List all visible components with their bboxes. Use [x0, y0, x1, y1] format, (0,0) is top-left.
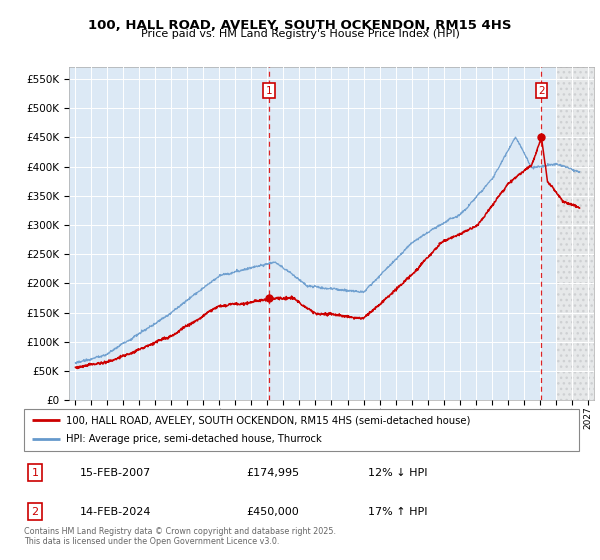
Text: 12% ↓ HPI: 12% ↓ HPI [368, 468, 428, 478]
Text: 1: 1 [32, 468, 38, 478]
Bar [556, 67, 594, 400]
Text: £450,000: £450,000 [246, 507, 299, 517]
Text: 2: 2 [32, 507, 38, 517]
Text: 100, HALL ROAD, AVELEY, SOUTH OCKENDON, RM15 4HS (semi-detached house): 100, HALL ROAD, AVELEY, SOUTH OCKENDON, … [65, 415, 470, 425]
FancyBboxPatch shape [24, 409, 579, 451]
Text: 1: 1 [266, 86, 273, 96]
Text: HPI: Average price, semi-detached house, Thurrock: HPI: Average price, semi-detached house,… [65, 435, 322, 445]
Text: 100, HALL ROAD, AVELEY, SOUTH OCKENDON, RM15 4HS: 100, HALL ROAD, AVELEY, SOUTH OCKENDON, … [88, 19, 512, 32]
Bar [556, 67, 594, 400]
Text: Price paid vs. HM Land Registry's House Price Index (HPI): Price paid vs. HM Land Registry's House … [140, 29, 460, 39]
Text: 14-FEB-2024: 14-FEB-2024 [79, 507, 151, 517]
Text: 2: 2 [538, 86, 545, 96]
Text: £174,995: £174,995 [246, 468, 299, 478]
Text: 15-FEB-2007: 15-FEB-2007 [79, 468, 151, 478]
Text: Contains HM Land Registry data © Crown copyright and database right 2025.
This d: Contains HM Land Registry data © Crown c… [24, 526, 336, 546]
Text: 17% ↑ HPI: 17% ↑ HPI [368, 507, 428, 517]
